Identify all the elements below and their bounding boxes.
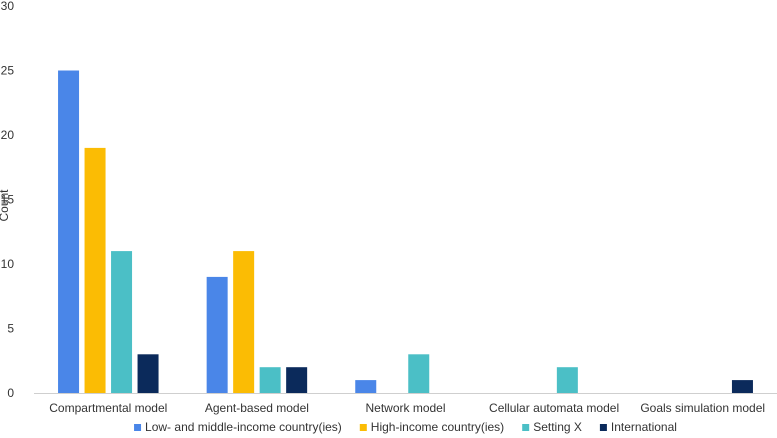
y-tick-label: 15 <box>1 193 15 207</box>
legend-swatch <box>134 424 142 431</box>
legend-swatch <box>359 424 367 431</box>
y-tick-label: 30 <box>1 0 15 13</box>
y-tick-label: 10 <box>1 257 15 271</box>
bar-agent-based-model-high-income-country-ies <box>233 251 255 393</box>
bars-group <box>58 70 753 393</box>
x-tick-label: Compartmental model <box>49 401 167 415</box>
legend-label: Setting X <box>533 420 582 434</box>
x-tick-label: Cellular automata model <box>489 401 619 415</box>
bar-compartmental-model-low-and-middle-income-country-ies <box>58 70 80 393</box>
bar-network-model-low-and-middle-income-country-ies <box>355 380 377 393</box>
y-axis-title: Count <box>0 189 11 222</box>
bar-compartmental-model-high-income-country-ies <box>84 147 106 393</box>
y-tick-label: 5 <box>7 322 14 336</box>
y-tick-label: 20 <box>1 128 15 142</box>
x-tick-label: Goals simulation model <box>640 401 765 415</box>
legend-label: High-income country(ies) <box>371 420 504 434</box>
legend-item-international: International <box>599 420 677 434</box>
legend-label: International <box>611 420 677 434</box>
x-tick-label: Agent-based model <box>205 401 309 415</box>
legend-item-high-income-country-ies: High-income country(ies) <box>359 420 504 434</box>
legend-label: Low- and middle-income country(ies) <box>145 420 342 434</box>
legend-item-setting-x: Setting X <box>522 420 582 434</box>
y-tick-label: 0 <box>7 386 14 400</box>
y-tick-label: 25 <box>1 64 15 78</box>
legend-swatch <box>522 424 530 431</box>
legend: Low- and middle-income country(ies) High-… <box>134 420 677 434</box>
x-axis-ticks: Compartmental model Agent-based model Netw… <box>49 401 765 415</box>
legend-swatch <box>599 424 607 431</box>
bar-goals-simulation-model-international <box>731 380 753 393</box>
bar-agent-based-model-setting-x <box>259 367 281 393</box>
legend-item-low-and-middle-income-country-ies: Low- and middle-income country(ies) <box>134 420 342 434</box>
bar-agent-based-model-international <box>286 367 308 393</box>
x-tick-label: Network model <box>365 401 445 415</box>
bar-cellular-automata-model-setting-x <box>556 367 578 393</box>
y-axis-ticks: 0 5 10 15 20 25 30 <box>1 0 15 400</box>
bar-agent-based-model-low-and-middle-income-country-ies <box>206 276 228 393</box>
bar-compartmental-model-setting-x <box>111 251 133 393</box>
bar-network-model-setting-x <box>408 354 430 393</box>
bar-compartmental-model-international <box>137 354 159 393</box>
